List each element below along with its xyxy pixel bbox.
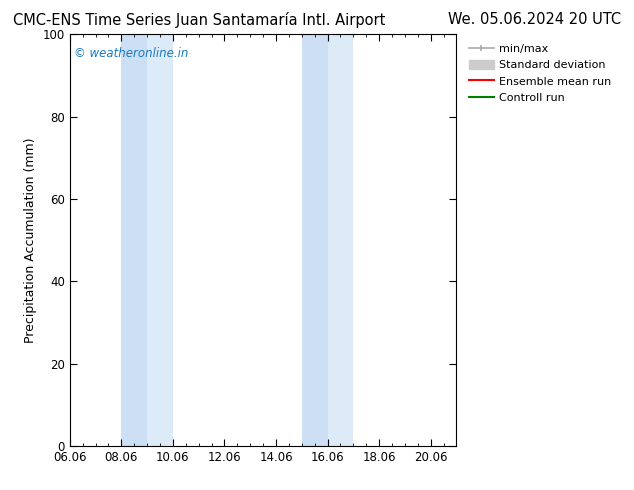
Bar: [147, 34, 173, 446]
Text: We. 05.06.2024 20 UTC: We. 05.06.2024 20 UTC: [448, 12, 621, 27]
Bar: [328, 34, 353, 446]
Text: © weatheronline.in: © weatheronline.in: [74, 47, 188, 60]
Bar: [302, 34, 328, 446]
Bar: [121, 34, 147, 446]
Y-axis label: Precipitation Accumulation (mm): Precipitation Accumulation (mm): [24, 137, 37, 343]
Text: CMC-ENS Time Series Juan Santamaría Intl. Airport: CMC-ENS Time Series Juan Santamaría Intl…: [13, 12, 385, 28]
Legend: min/max, Standard deviation, Ensemble mean run, Controll run: min/max, Standard deviation, Ensemble me…: [466, 40, 615, 106]
